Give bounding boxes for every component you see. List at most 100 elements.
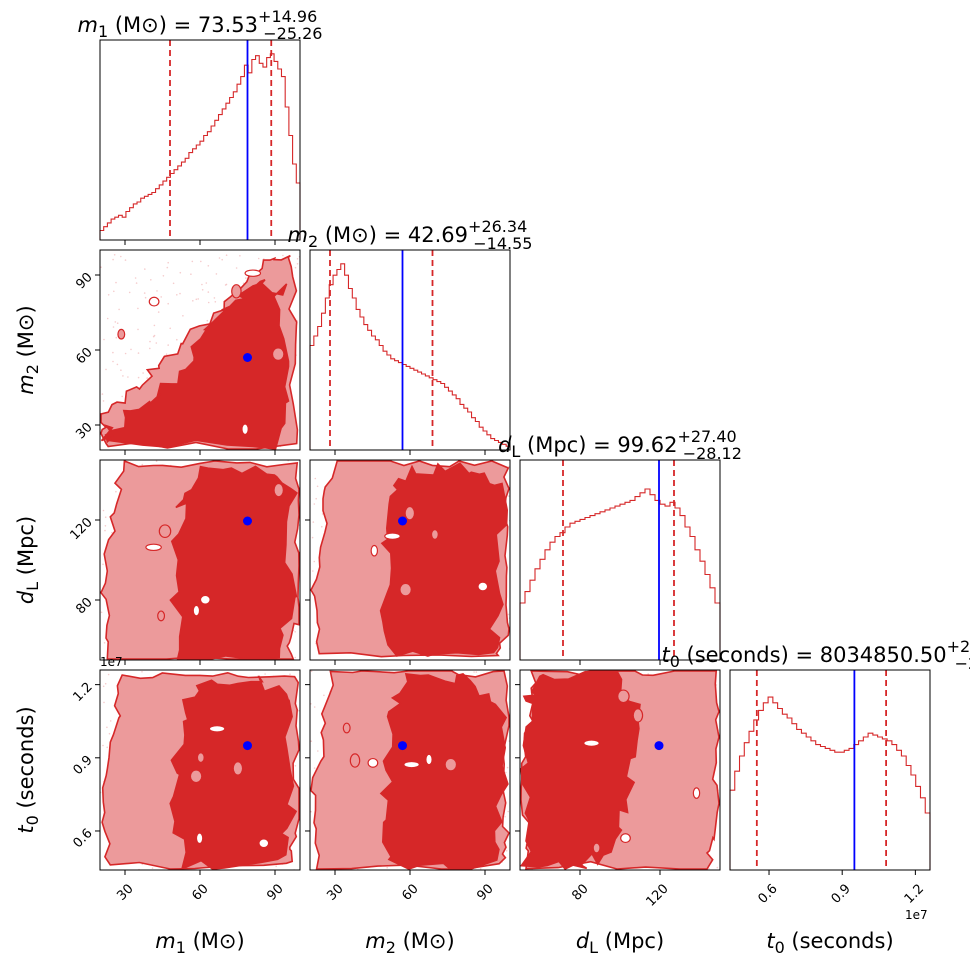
contour-island	[271, 347, 285, 361]
sample-point	[113, 290, 115, 293]
sample-point	[103, 701, 105, 704]
sample-point	[130, 348, 132, 351]
sample-point	[156, 290, 158, 292]
sample-point	[296, 258, 299, 260]
sample-point	[313, 767, 316, 769]
sample-point	[275, 865, 278, 868]
y-axis-label: dL (Mpc)	[14, 516, 42, 604]
x-axis-label: m1 (M⊙)	[155, 929, 244, 957]
x-tick-label: 30	[324, 882, 346, 904]
truth-marker	[398, 741, 407, 751]
sample-point	[157, 311, 160, 313]
sample-point	[144, 296, 147, 299]
sample-point	[176, 294, 178, 296]
sample-point	[310, 740, 313, 742]
truth-marker	[398, 516, 407, 526]
sample-point	[294, 266, 297, 269]
contour-island	[342, 722, 351, 734]
x-tick-label: 60	[399, 882, 421, 904]
contour-inner	[520, 670, 641, 870]
contour-inner	[169, 465, 298, 660]
y-tick-label: 1.2	[70, 680, 95, 705]
sample-point	[102, 563, 104, 566]
panel-frame	[519, 669, 721, 871]
sample-point	[473, 671, 475, 673]
sample-point	[218, 257, 221, 259]
sample-point	[235, 267, 238, 269]
contour-island	[189, 769, 203, 784]
sample-point	[479, 868, 482, 870]
contour-island	[403, 760, 420, 769]
sample-point	[167, 302, 169, 305]
x-tick-label: 0.6	[755, 882, 780, 907]
sample-point	[102, 685, 105, 688]
sample-point	[104, 516, 107, 518]
hist-title: dL (Mpc) = 99.62+27.40 −28.12	[498, 427, 742, 463]
contour-island	[145, 543, 162, 552]
sample-point	[647, 673, 649, 675]
contour-island	[583, 739, 600, 747]
truth-marker	[243, 516, 252, 526]
sample-point	[179, 271, 182, 274]
sample-point	[708, 867, 710, 870]
truth-marker	[243, 741, 252, 751]
contour-island	[241, 423, 249, 436]
panel-3-0	[99, 669, 301, 871]
sample-point	[101, 393, 104, 395]
contour-island	[367, 757, 379, 768]
sample-point	[137, 307, 139, 310]
contour-island	[384, 532, 401, 540]
sample-point	[213, 297, 216, 299]
hist-panel-1: m2 (M⊙) = 42.69+26.34 −14.55	[288, 217, 532, 451]
sample-point	[289, 673, 291, 675]
sample-point	[505, 850, 508, 852]
sample-point	[313, 706, 316, 708]
contour-island	[117, 328, 126, 340]
sample-point	[100, 611, 103, 614]
panel-1-0	[99, 249, 301, 451]
x-tick-label: 90	[264, 882, 286, 904]
sample-point	[112, 351, 114, 354]
sample-point	[312, 521, 315, 523]
sample-point	[103, 642, 106, 644]
y-tick-label: 0.9	[70, 753, 95, 778]
sample-point	[106, 726, 108, 729]
contour-island	[157, 610, 166, 622]
hist-panel-3: t0 (seconds) = 8034850.50+283−245	[661, 637, 970, 871]
y-offset-label: 1e7	[100, 655, 123, 669]
y-tick-label: 0.6	[70, 826, 95, 851]
panel-frame	[309, 249, 511, 451]
contour-island	[349, 753, 361, 768]
sample-point	[112, 326, 115, 328]
sample-point	[504, 815, 506, 818]
sample-point	[135, 282, 138, 284]
sample-point	[225, 254, 228, 256]
sample-point	[167, 344, 169, 346]
sample-point	[146, 377, 148, 379]
sample-point	[143, 292, 146, 294]
sample-point	[221, 258, 223, 261]
sample-point	[127, 376, 129, 378]
sample-point	[108, 732, 111, 735]
sample-point	[106, 746, 108, 749]
sample-point	[314, 477, 317, 480]
sample-point	[716, 866, 719, 869]
sample-point	[124, 259, 127, 261]
sample-point	[197, 298, 199, 300]
sample-point	[104, 682, 107, 685]
histogram-step	[99, 53, 301, 240]
sample-point	[215, 273, 218, 275]
sample-point	[102, 400, 105, 402]
x-tick-label: 60	[189, 882, 211, 904]
sample-point	[245, 277, 247, 279]
sample-point	[109, 720, 112, 722]
sample-point	[115, 281, 117, 284]
sample-point	[116, 322, 119, 325]
sample-point	[207, 265, 210, 267]
contour-island	[208, 725, 226, 733]
sample-point	[172, 282, 175, 285]
sample-point	[155, 342, 158, 344]
sample-point	[141, 463, 144, 466]
sample-point	[201, 289, 204, 291]
y-axis-label: m2 (M⊙)	[14, 305, 42, 394]
